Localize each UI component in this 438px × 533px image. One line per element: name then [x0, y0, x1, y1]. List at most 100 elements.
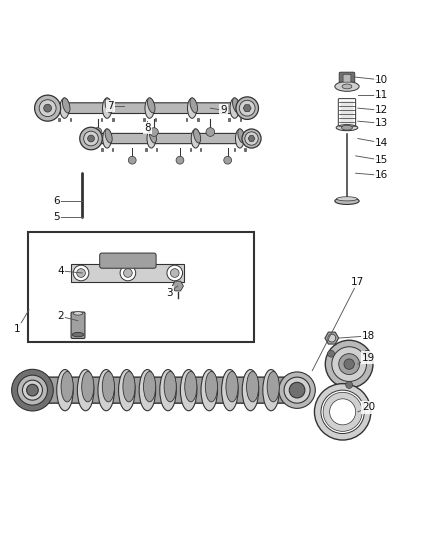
Circle shape	[35, 95, 60, 121]
Circle shape	[339, 354, 360, 375]
Ellipse shape	[160, 369, 176, 411]
FancyBboxPatch shape	[70, 118, 71, 121]
FancyBboxPatch shape	[343, 74, 351, 82]
Circle shape	[124, 269, 132, 277]
Ellipse shape	[335, 198, 359, 205]
FancyBboxPatch shape	[101, 148, 102, 151]
Ellipse shape	[63, 98, 70, 113]
Circle shape	[325, 340, 373, 388]
Circle shape	[321, 390, 364, 433]
Text: 3: 3	[166, 287, 173, 297]
Circle shape	[18, 375, 47, 405]
Text: 17: 17	[351, 277, 364, 287]
Ellipse shape	[238, 129, 245, 143]
Ellipse shape	[230, 98, 239, 118]
Circle shape	[242, 129, 261, 148]
Text: 13: 13	[375, 118, 389, 128]
Text: 8: 8	[144, 123, 151, 133]
Text: 12: 12	[375, 106, 389, 115]
FancyBboxPatch shape	[190, 148, 191, 151]
Ellipse shape	[180, 369, 197, 411]
Ellipse shape	[222, 369, 238, 411]
Polygon shape	[71, 264, 184, 282]
Text: 15: 15	[375, 155, 389, 165]
Text: 20: 20	[362, 402, 375, 413]
Circle shape	[77, 269, 85, 277]
Circle shape	[289, 382, 305, 398]
Circle shape	[239, 100, 255, 116]
FancyBboxPatch shape	[228, 118, 230, 121]
Circle shape	[73, 265, 89, 281]
Ellipse shape	[139, 369, 155, 411]
FancyBboxPatch shape	[155, 118, 156, 121]
Circle shape	[328, 350, 335, 357]
Ellipse shape	[105, 98, 113, 113]
Ellipse shape	[149, 129, 156, 143]
Circle shape	[27, 384, 38, 396]
Circle shape	[84, 131, 99, 146]
Text: 11: 11	[375, 90, 389, 100]
Ellipse shape	[190, 98, 198, 113]
Polygon shape	[325, 332, 339, 344]
Ellipse shape	[145, 98, 154, 118]
Circle shape	[323, 392, 362, 431]
Ellipse shape	[187, 98, 197, 118]
Ellipse shape	[78, 369, 94, 411]
FancyBboxPatch shape	[200, 148, 201, 151]
Circle shape	[39, 100, 56, 117]
Circle shape	[328, 334, 336, 342]
Text: 19: 19	[362, 353, 375, 362]
Ellipse shape	[73, 312, 83, 315]
Text: 18: 18	[362, 331, 375, 341]
FancyBboxPatch shape	[197, 118, 198, 121]
Ellipse shape	[185, 372, 197, 402]
Text: 2: 2	[57, 311, 64, 321]
FancyBboxPatch shape	[101, 118, 102, 121]
Text: 7: 7	[107, 101, 114, 111]
FancyBboxPatch shape	[37, 377, 295, 403]
Circle shape	[330, 399, 356, 425]
Circle shape	[206, 128, 215, 136]
FancyBboxPatch shape	[71, 312, 85, 338]
Circle shape	[44, 104, 52, 112]
Bar	[28, 232, 254, 342]
Ellipse shape	[337, 197, 357, 201]
Text: 16: 16	[375, 171, 389, 180]
Ellipse shape	[233, 98, 240, 113]
Circle shape	[167, 265, 183, 281]
Ellipse shape	[263, 369, 279, 411]
Ellipse shape	[226, 372, 238, 402]
FancyBboxPatch shape	[92, 133, 255, 143]
Circle shape	[88, 135, 95, 142]
FancyBboxPatch shape	[112, 148, 113, 151]
FancyBboxPatch shape	[143, 118, 145, 121]
Ellipse shape	[205, 372, 218, 402]
Circle shape	[128, 156, 136, 164]
Ellipse shape	[102, 372, 114, 402]
FancyBboxPatch shape	[339, 72, 355, 84]
Circle shape	[346, 382, 353, 389]
Ellipse shape	[82, 372, 94, 402]
FancyBboxPatch shape	[100, 253, 156, 268]
Text: 14: 14	[375, 138, 389, 148]
FancyBboxPatch shape	[49, 103, 251, 114]
Ellipse shape	[242, 369, 259, 411]
Text: 4: 4	[57, 266, 64, 276]
Polygon shape	[248, 135, 255, 141]
FancyBboxPatch shape	[234, 148, 235, 151]
Circle shape	[344, 359, 354, 369]
Ellipse shape	[164, 372, 176, 402]
Circle shape	[236, 97, 258, 119]
Ellipse shape	[61, 372, 73, 402]
Ellipse shape	[342, 84, 352, 89]
Text: 1: 1	[14, 325, 21, 334]
Circle shape	[150, 128, 158, 136]
Circle shape	[279, 372, 315, 408]
FancyBboxPatch shape	[145, 148, 147, 151]
Ellipse shape	[342, 125, 353, 130]
FancyBboxPatch shape	[156, 148, 157, 151]
Ellipse shape	[267, 372, 279, 402]
Ellipse shape	[60, 98, 69, 118]
Text: 5: 5	[53, 212, 60, 222]
Ellipse shape	[191, 129, 200, 148]
